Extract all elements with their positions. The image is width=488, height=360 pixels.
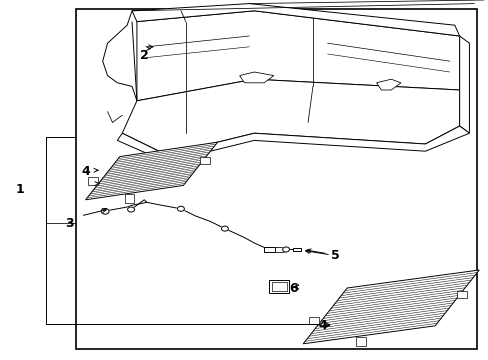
Polygon shape xyxy=(459,36,468,133)
Polygon shape xyxy=(85,142,217,200)
Circle shape xyxy=(221,226,228,231)
Bar xyxy=(271,282,286,291)
Bar xyxy=(264,247,274,252)
Text: 3: 3 xyxy=(65,217,74,230)
Polygon shape xyxy=(239,72,273,83)
Text: 4: 4 xyxy=(81,165,90,177)
Polygon shape xyxy=(303,270,478,344)
Bar xyxy=(293,248,300,251)
Text: 2: 2 xyxy=(140,49,148,62)
Bar xyxy=(76,9,476,349)
Text: 5: 5 xyxy=(330,249,339,262)
Polygon shape xyxy=(355,337,365,346)
Circle shape xyxy=(127,207,134,212)
Polygon shape xyxy=(132,4,459,36)
Polygon shape xyxy=(117,126,468,162)
Polygon shape xyxy=(124,194,134,203)
Polygon shape xyxy=(200,157,210,164)
Bar xyxy=(268,280,289,293)
Polygon shape xyxy=(87,177,97,185)
Polygon shape xyxy=(122,79,459,155)
Bar xyxy=(274,247,283,252)
Text: 4: 4 xyxy=(318,319,326,332)
Polygon shape xyxy=(102,11,137,101)
Polygon shape xyxy=(376,79,400,90)
Text: 6: 6 xyxy=(288,282,297,294)
Text: 1: 1 xyxy=(15,183,24,195)
Polygon shape xyxy=(456,291,466,298)
Circle shape xyxy=(101,208,109,214)
Circle shape xyxy=(177,206,184,211)
Polygon shape xyxy=(137,11,459,101)
Circle shape xyxy=(282,247,289,252)
Polygon shape xyxy=(308,317,318,324)
